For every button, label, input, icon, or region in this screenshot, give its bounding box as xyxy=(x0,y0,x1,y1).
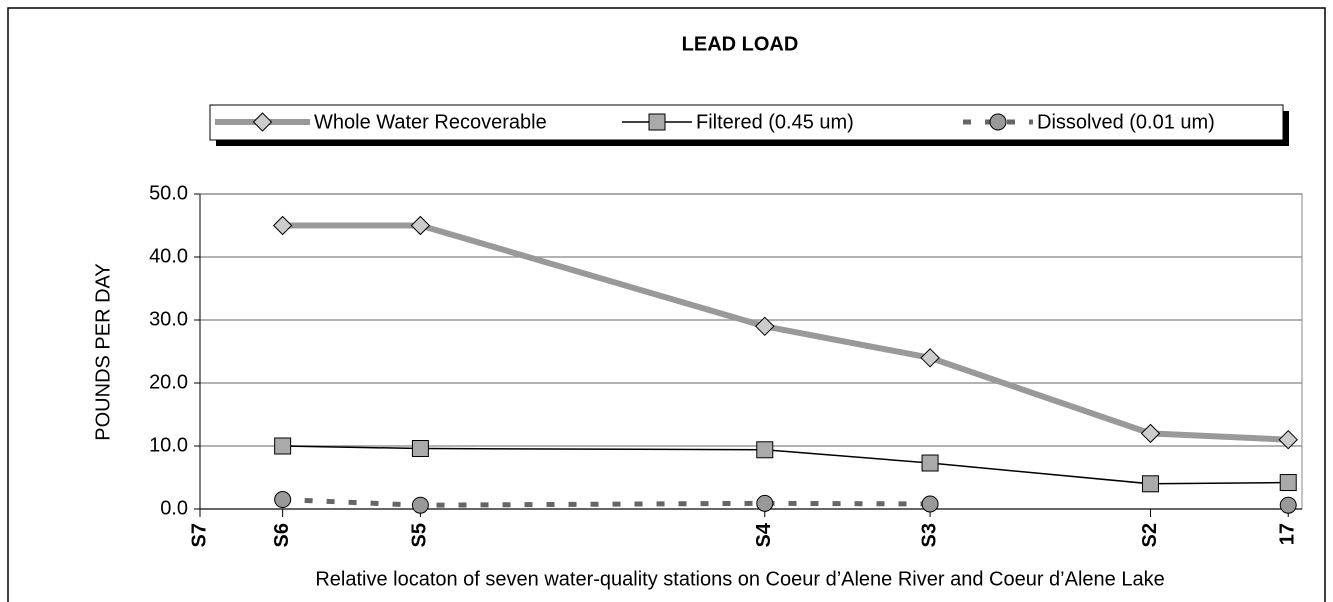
marker xyxy=(274,437,292,455)
marker xyxy=(1278,429,1298,450)
plot-frame xyxy=(199,193,1303,510)
y-tick-label: 30.0 xyxy=(149,308,188,330)
y-tick-label: 50.0 xyxy=(149,182,188,204)
marker xyxy=(756,494,774,512)
x-tick-label: S6 xyxy=(271,523,293,547)
marker xyxy=(756,441,774,459)
marker xyxy=(411,496,429,514)
marker xyxy=(410,215,431,236)
x-tick-label: S3 xyxy=(918,523,940,547)
marker xyxy=(1279,474,1297,492)
marker xyxy=(921,495,939,513)
y-axis-label: POUNDS PER DAY xyxy=(92,263,114,440)
marker xyxy=(648,113,666,131)
marker xyxy=(921,454,939,472)
y-tick-label: 20.0 xyxy=(149,371,188,393)
series-line xyxy=(282,445,1289,485)
marker xyxy=(989,113,1007,131)
series-line xyxy=(282,497,931,508)
x-tick-label: S7 xyxy=(188,523,210,547)
series-line xyxy=(282,222,1289,443)
marker xyxy=(1279,496,1297,514)
y-tick-label: 40.0 xyxy=(149,245,188,267)
legend-label: Dissolved (0.01 um) xyxy=(1037,111,1215,133)
y-tick-label: 10.0 xyxy=(149,434,188,456)
marker xyxy=(920,348,940,368)
legend-label: Filtered (0.45 um) xyxy=(696,111,854,133)
chart-title: LEAD LOAD xyxy=(682,33,799,55)
y-tick-label: 0.0 xyxy=(160,497,188,519)
marker xyxy=(1141,475,1159,493)
marker xyxy=(1140,423,1161,444)
marker xyxy=(272,215,293,236)
marker xyxy=(411,440,429,458)
marker xyxy=(755,316,775,337)
marker xyxy=(252,112,273,132)
legend xyxy=(209,104,1284,141)
x-tick-label: S4 xyxy=(753,522,775,547)
legend-label: Whole Water Recoverable xyxy=(314,111,547,133)
x-tick-label: S5 xyxy=(409,523,431,547)
x-tick-label: S2 xyxy=(1139,523,1161,547)
marker xyxy=(274,491,292,509)
chart-border xyxy=(7,7,1326,602)
x-tick-label: 17 xyxy=(1277,523,1299,545)
x-axis-label: Relative locaton of seven water-quality … xyxy=(315,568,1164,590)
